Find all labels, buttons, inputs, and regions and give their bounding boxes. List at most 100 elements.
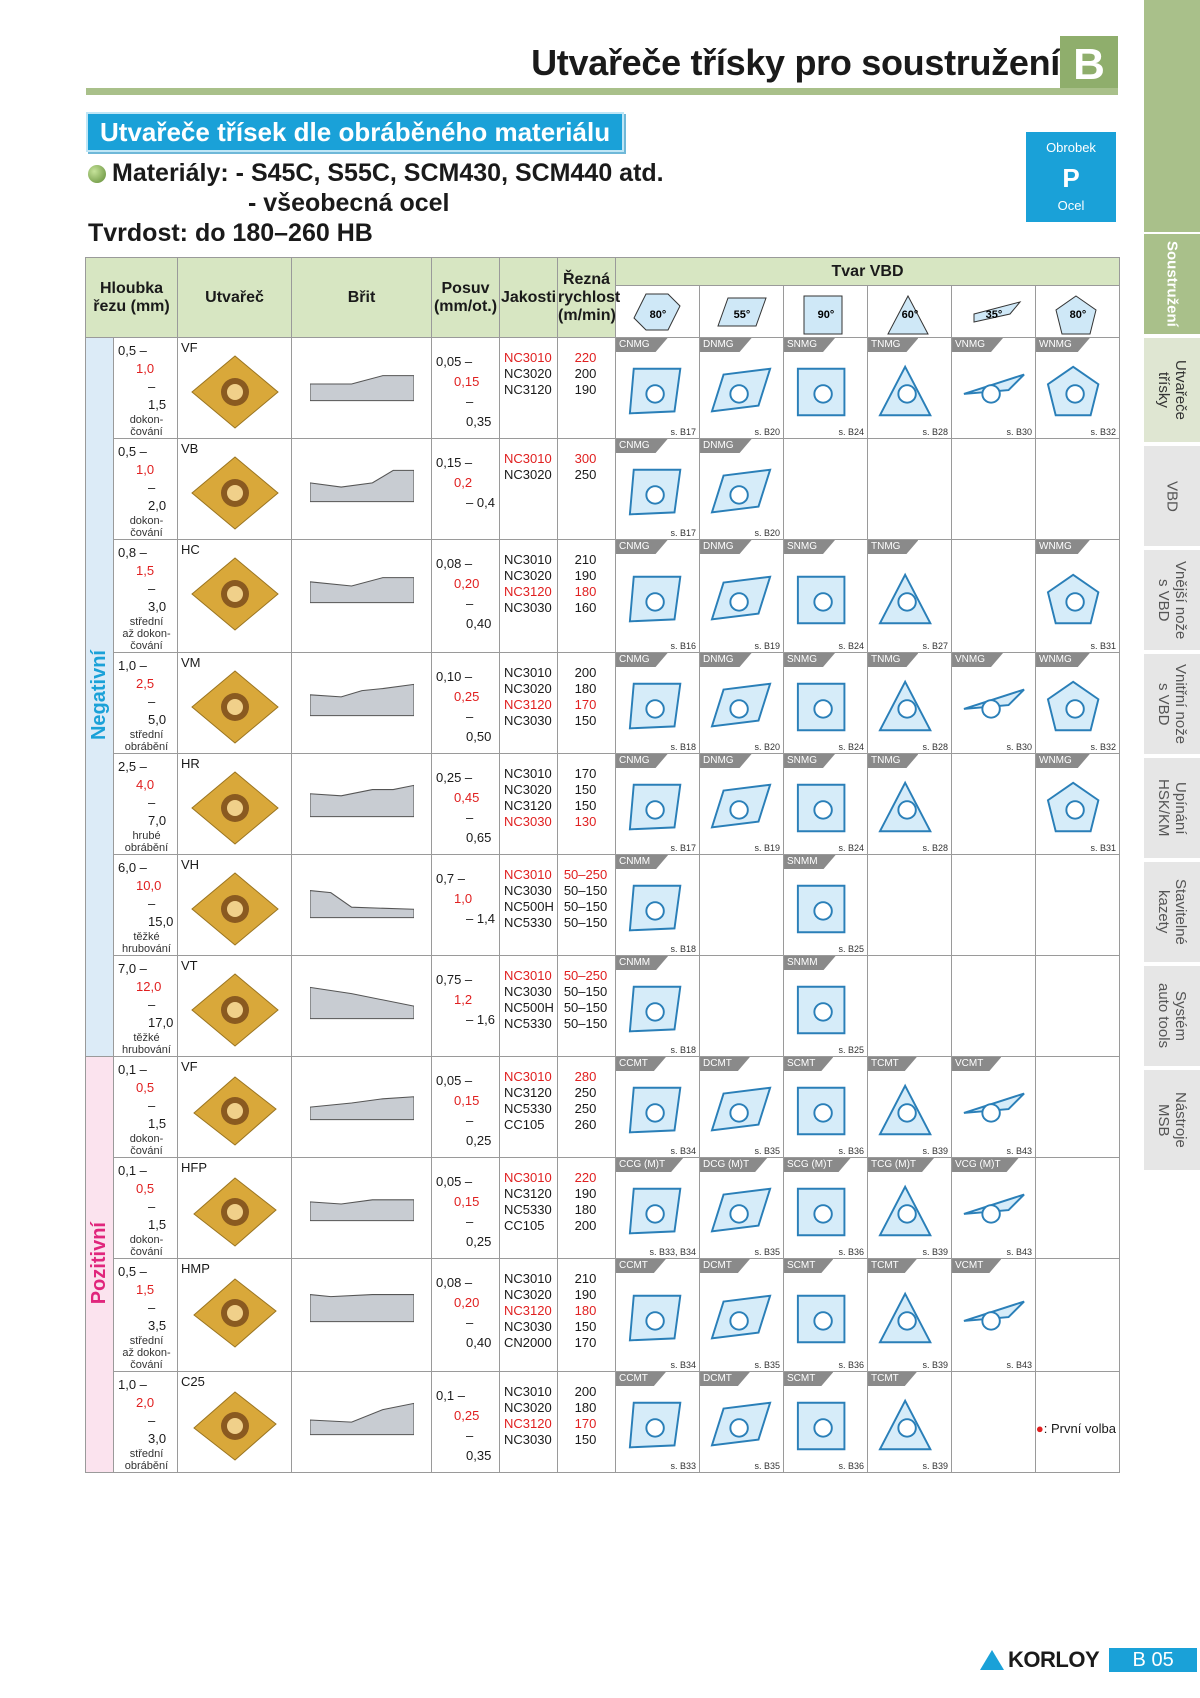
insert-cell[interactable]: DCG (M)T s. B35 xyxy=(699,1157,785,1259)
catalog-page-ref[interactable]: s. B24 xyxy=(838,641,865,651)
catalog-page-ref[interactable]: s. B28 xyxy=(922,843,949,853)
catalog-page-ref[interactable]: s. B36 xyxy=(838,1461,865,1471)
insert-cell[interactable]: CCG (M)T s. B33, B34 xyxy=(615,1157,701,1259)
insert-cell[interactable]: SCMT s. B36 xyxy=(783,1258,869,1372)
insert-cell[interactable]: CNMG s. B16 xyxy=(615,539,701,653)
catalog-page-ref[interactable]: s. B35 xyxy=(754,1461,781,1471)
catalog-page-ref[interactable]: s. B19 xyxy=(754,843,781,853)
catalog-page-ref[interactable]: s. B43 xyxy=(1006,1247,1033,1257)
tab-utvarece-trisky[interactable]: Utvařeče třísky xyxy=(1144,338,1200,442)
tab-vnitrni-noze[interactable]: Vnitřní nože s VBD xyxy=(1144,654,1200,754)
catalog-page-ref[interactable]: s. B39 xyxy=(922,1360,949,1370)
insert-cell[interactable]: DCMT s. B35 xyxy=(699,1371,785,1473)
insert-cell[interactable]: SNMM s. B25 xyxy=(783,955,869,1057)
catalog-page-ref[interactable]: s. B36 xyxy=(838,1247,865,1257)
insert-cell[interactable]: SCMT s. B36 xyxy=(783,1371,869,1473)
catalog-page-ref[interactable]: s. B32 xyxy=(1090,427,1117,437)
catalog-page-ref[interactable]: s. B25 xyxy=(838,1045,865,1055)
catalog-page-ref[interactable]: s. B36 xyxy=(838,1146,865,1156)
insert-cell[interactable]: TCMT s. B39 xyxy=(867,1258,953,1372)
insert-cell[interactable]: SCMT s. B36 xyxy=(783,1056,869,1158)
insert-cell[interactable]: WNMG s. B31 xyxy=(1035,539,1121,653)
catalog-page-ref[interactable]: s. B31 xyxy=(1090,641,1117,651)
catalog-page-ref[interactable]: s. B30 xyxy=(1006,427,1033,437)
catalog-page-ref[interactable]: s. B35 xyxy=(754,1247,781,1257)
catalog-page-ref[interactable]: s. B35 xyxy=(754,1146,781,1156)
insert-cell[interactable]: WNMG s. B32 xyxy=(1035,337,1121,439)
catalog-page-ref[interactable]: s. B18 xyxy=(670,1045,697,1055)
insert-cell[interactable]: SNMM s. B25 xyxy=(783,854,869,956)
insert-cell[interactable]: VCMT s. B43 xyxy=(951,1258,1037,1372)
catalog-page-ref[interactable]: s. B28 xyxy=(922,742,949,752)
insert-cell[interactable]: WNMG s. B31 xyxy=(1035,753,1121,855)
catalog-page-ref[interactable]: s. B24 xyxy=(838,427,865,437)
catalog-page-ref[interactable]: s. B32 xyxy=(1090,742,1117,752)
insert-cell[interactable]: CCMT s. B34 xyxy=(615,1258,701,1372)
catalog-page-ref[interactable]: s. B31 xyxy=(1090,843,1117,853)
insert-cell[interactable]: TNMG s. B28 xyxy=(867,652,953,754)
catalog-page-ref[interactable]: s. B33, B34 xyxy=(649,1247,697,1257)
catalog-page-ref[interactable]: s. B16 xyxy=(670,641,697,651)
insert-cell[interactable]: DNMG s. B19 xyxy=(699,753,785,855)
insert-cell[interactable]: VCMT s. B43 xyxy=(951,1056,1037,1158)
insert-cell[interactable]: SNMG s. B24 xyxy=(783,337,869,439)
catalog-page-ref[interactable]: s. B19 xyxy=(754,641,781,651)
tab-soustruzeni[interactable]: Soustružení xyxy=(1144,234,1200,334)
catalog-page-ref[interactable]: s. B30 xyxy=(1006,742,1033,752)
catalog-page-ref[interactable]: s. B39 xyxy=(922,1146,949,1156)
insert-cell[interactable]: SNMG s. B24 xyxy=(783,539,869,653)
tab-vbd[interactable]: VBD xyxy=(1144,446,1200,546)
insert-cell[interactable]: CCMT s. B34 xyxy=(615,1056,701,1158)
insert-cell[interactable]: SCG (M)T s. B36 xyxy=(783,1157,869,1259)
insert-cell[interactable]: VNMG s. B30 xyxy=(951,337,1037,439)
insert-cell[interactable]: VNMG s. B30 xyxy=(951,652,1037,754)
insert-cell[interactable]: TCMT s. B39 xyxy=(867,1371,953,1473)
insert-cell[interactable]: DNMG s. B19 xyxy=(699,539,785,653)
catalog-page-ref[interactable]: s. B39 xyxy=(922,1247,949,1257)
insert-cell[interactable]: TNMG s. B27 xyxy=(867,539,953,653)
tab-vnejsi-noze[interactable]: Vnější nože s VBD xyxy=(1144,550,1200,650)
catalog-page-ref[interactable]: s. B20 xyxy=(754,528,781,538)
insert-cell[interactable]: CNMG s. B18 xyxy=(615,652,701,754)
insert-cell[interactable]: CNMG s. B17 xyxy=(615,753,701,855)
tab-stavitelne-kazety[interactable]: Stavitelné kazety xyxy=(1144,862,1200,962)
catalog-page-ref[interactable]: s. B17 xyxy=(670,427,697,437)
catalog-page-ref[interactable]: s. B20 xyxy=(754,742,781,752)
insert-cell[interactable]: CNMG s. B17 xyxy=(615,337,701,439)
catalog-page-ref[interactable]: s. B43 xyxy=(1006,1146,1033,1156)
catalog-page-ref[interactable]: s. B43 xyxy=(1006,1360,1033,1370)
insert-cell[interactable]: DCMT s. B35 xyxy=(699,1258,785,1372)
insert-cell[interactable]: TNMG s. B28 xyxy=(867,337,953,439)
catalog-page-ref[interactable]: s. B17 xyxy=(670,843,697,853)
insert-cell[interactable]: SNMG s. B24 xyxy=(783,652,869,754)
catalog-page-ref[interactable]: s. B17 xyxy=(670,528,697,538)
insert-cell[interactable]: CNMG s. B17 xyxy=(615,438,701,540)
insert-cell[interactable]: DNMG s. B20 xyxy=(699,438,785,540)
catalog-page-ref[interactable]: s. B39 xyxy=(922,1461,949,1471)
catalog-page-ref[interactable]: s. B25 xyxy=(838,944,865,954)
insert-cell[interactable]: VCG (M)T s. B43 xyxy=(951,1157,1037,1259)
insert-cell[interactable]: CNMM s. B18 xyxy=(615,854,701,956)
insert-cell[interactable]: TCG (M)T s. B39 xyxy=(867,1157,953,1259)
catalog-page-ref[interactable]: s. B35 xyxy=(754,1360,781,1370)
insert-cell[interactable]: CNMM s. B18 xyxy=(615,955,701,1057)
insert-cell[interactable]: CCMT s. B33 xyxy=(615,1371,701,1473)
catalog-page-ref[interactable]: s. B24 xyxy=(838,742,865,752)
catalog-page-ref[interactable]: s. B36 xyxy=(838,1360,865,1370)
insert-cell[interactable]: SNMG s. B24 xyxy=(783,753,869,855)
insert-cell[interactable]: DNMG s. B20 xyxy=(699,652,785,754)
tab-system-auto-tools[interactable]: Systém auto tools xyxy=(1144,966,1200,1066)
catalog-page-ref[interactable]: s. B27 xyxy=(922,641,949,651)
insert-cell[interactable]: DCMT s. B35 xyxy=(699,1056,785,1158)
tab-nastroje-msb[interactable]: Nástroje MSB xyxy=(1144,1070,1200,1170)
insert-cell[interactable]: TCMT s. B39 xyxy=(867,1056,953,1158)
catalog-page-ref[interactable]: s. B24 xyxy=(838,843,865,853)
catalog-page-ref[interactable]: s. B34 xyxy=(670,1360,697,1370)
catalog-page-ref[interactable]: s. B18 xyxy=(670,944,697,954)
catalog-page-ref[interactable]: s. B20 xyxy=(754,427,781,437)
insert-cell[interactable]: TNMG s. B28 xyxy=(867,753,953,855)
insert-cell[interactable]: DNMG s. B20 xyxy=(699,337,785,439)
catalog-page-ref[interactable]: s. B33 xyxy=(670,1461,697,1471)
catalog-page-ref[interactable]: s. B18 xyxy=(670,742,697,752)
catalog-page-ref[interactable]: s. B34 xyxy=(670,1146,697,1156)
